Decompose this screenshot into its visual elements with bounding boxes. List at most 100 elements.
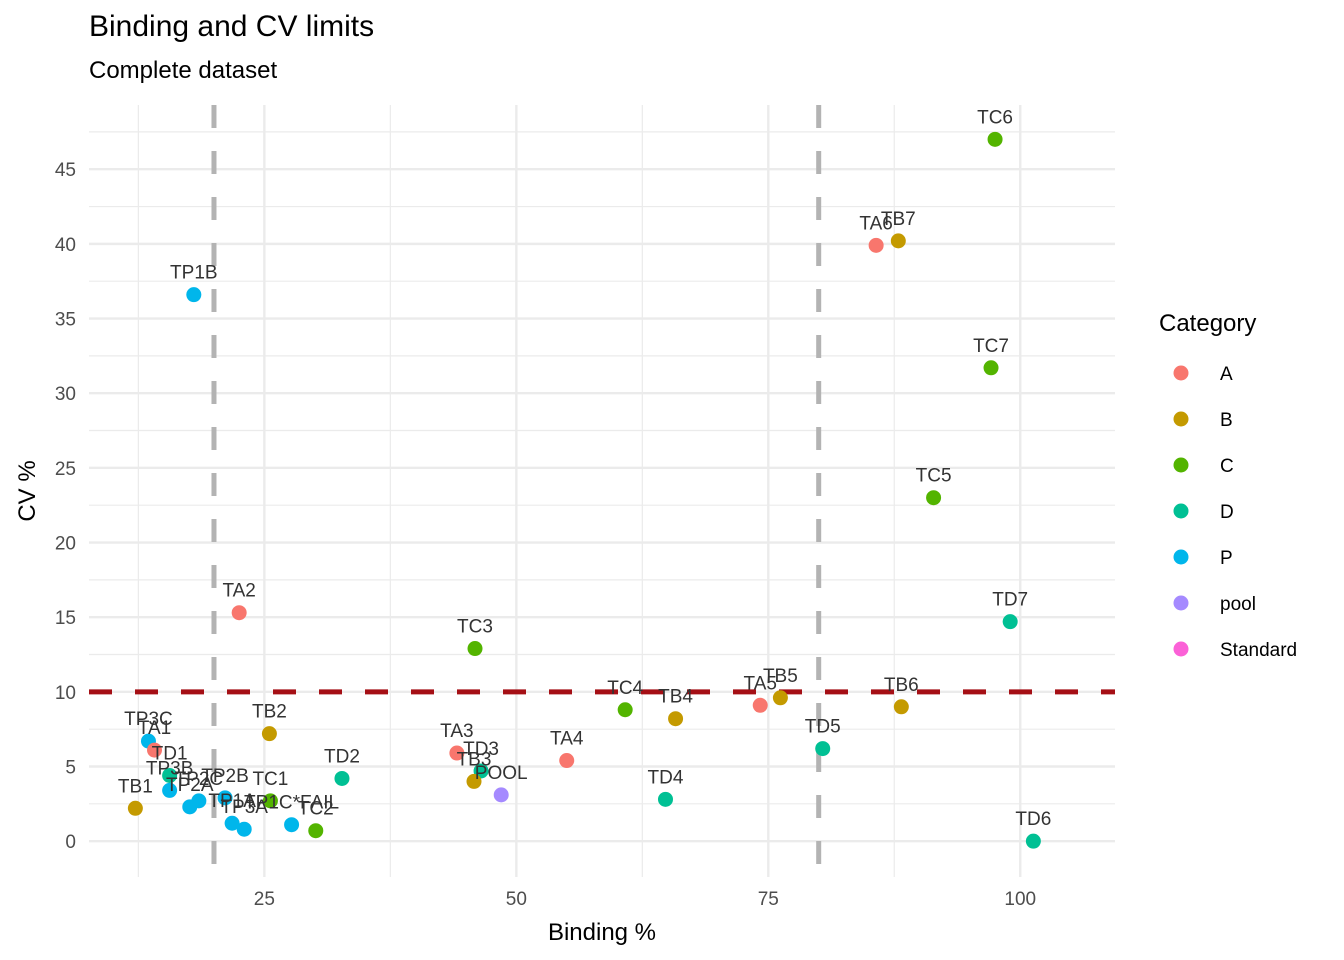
y-tick-label: 20	[55, 534, 76, 555]
chart-title: Binding and CV limits	[89, 10, 375, 43]
point-label: TD5	[805, 717, 841, 738]
point-label: TP2B	[201, 766, 249, 787]
x-tick-label: 25	[254, 889, 275, 910]
point-label: TD6	[1015, 809, 1051, 830]
data-point	[559, 753, 575, 769]
legend-label: D	[1220, 502, 1234, 523]
point-label: TP3A	[220, 797, 268, 818]
legend-label: A	[1220, 364, 1233, 385]
point-label: TB5	[763, 666, 798, 687]
data-point	[493, 787, 509, 803]
data-point	[449, 745, 465, 761]
y-tick-label: 30	[55, 384, 76, 405]
minor-gridlines	[89, 105, 1115, 877]
y-tick-label: 45	[55, 160, 76, 181]
y-tick-label: 15	[55, 608, 76, 629]
point-label: TC6	[977, 107, 1013, 128]
reference-lines	[89, 105, 1115, 877]
point-label: TP1C*FAIL	[244, 793, 339, 814]
data-point	[162, 782, 178, 798]
legend-key	[1173, 457, 1189, 473]
data-point	[186, 287, 202, 303]
data-point	[890, 233, 906, 249]
point-label: TD1	[152, 743, 188, 764]
point-label: TA4	[550, 729, 584, 750]
data-point	[162, 767, 178, 783]
data-point	[772, 690, 788, 706]
data-point	[284, 817, 300, 833]
point-label: TD3	[463, 739, 499, 760]
data-point	[1025, 833, 1041, 849]
data-point	[868, 237, 884, 253]
data-point	[191, 793, 207, 809]
point-label: TB1	[118, 776, 153, 797]
point-label: TC2	[298, 799, 334, 820]
point-label: TA6	[859, 213, 892, 234]
major-gridlines	[89, 105, 1115, 877]
legend-key	[1173, 503, 1189, 519]
point-label: POOL	[475, 763, 528, 784]
y-tick-label: 10	[55, 683, 76, 704]
legend-label: pool	[1220, 594, 1256, 615]
legend-key	[1173, 641, 1189, 657]
y-tick-label: 25	[55, 459, 76, 480]
point-label: TD4	[648, 767, 684, 788]
y-tick-label: 35	[55, 310, 76, 331]
point-label: TB2	[252, 702, 287, 723]
data-point	[467, 641, 483, 657]
data-point	[617, 702, 633, 718]
point-label: TB4	[658, 687, 693, 708]
data-point	[231, 605, 247, 621]
x-axis-label: Binding %	[548, 919, 656, 946]
data-point	[236, 821, 252, 837]
point-label: TP3C	[124, 709, 173, 730]
point-label: TA5	[744, 673, 777, 694]
data-point	[147, 742, 163, 758]
data-point	[262, 793, 278, 809]
x-tick-label: 75	[758, 889, 779, 910]
data-point	[1002, 614, 1018, 630]
data-points	[127, 131, 1041, 849]
point-label: TA2	[222, 581, 255, 602]
x-tick-label: 50	[506, 889, 527, 910]
legend-key	[1173, 411, 1189, 427]
data-point	[261, 726, 277, 742]
y-tick-label: 40	[55, 235, 76, 256]
data-point	[217, 790, 233, 806]
point-label: TC1	[252, 769, 288, 790]
legend-key	[1173, 549, 1189, 565]
x-axis-ticks: 25 50 75 100	[254, 889, 1036, 910]
data-point	[815, 741, 831, 757]
point-label: TA3	[440, 721, 473, 742]
point-label: TC7	[973, 336, 1009, 357]
data-point	[657, 791, 673, 807]
data-point	[308, 823, 324, 839]
data-point	[983, 360, 999, 376]
point-label: TP2A	[166, 775, 214, 796]
data-point	[668, 711, 684, 727]
legend-title: Category	[1159, 310, 1256, 337]
point-label: TP1B	[170, 263, 218, 284]
point-label: TB6	[884, 675, 919, 696]
data-point	[334, 770, 350, 786]
data-point	[926, 490, 942, 506]
point-label: TB7	[881, 209, 916, 230]
point-label: TP1A	[208, 791, 256, 812]
point-label: TC4	[607, 678, 643, 699]
x-tick-label: 100	[1004, 889, 1036, 910]
y-axis-label: CV %	[14, 460, 41, 521]
y-tick-label: 0	[65, 832, 76, 853]
point-label: TD7	[992, 590, 1028, 611]
data-point	[893, 699, 909, 715]
data-point	[466, 773, 482, 789]
y-axis-ticks: 0 5 10 15 20 25 30 35 40 45	[55, 160, 76, 853]
legend-label: P	[1220, 548, 1233, 569]
y-tick-label: 5	[65, 758, 76, 779]
legend-label: C	[1220, 456, 1234, 477]
point-label: TP3B	[146, 758, 194, 779]
chart-subtitle: Complete dataset	[89, 57, 278, 84]
data-point	[224, 815, 240, 831]
